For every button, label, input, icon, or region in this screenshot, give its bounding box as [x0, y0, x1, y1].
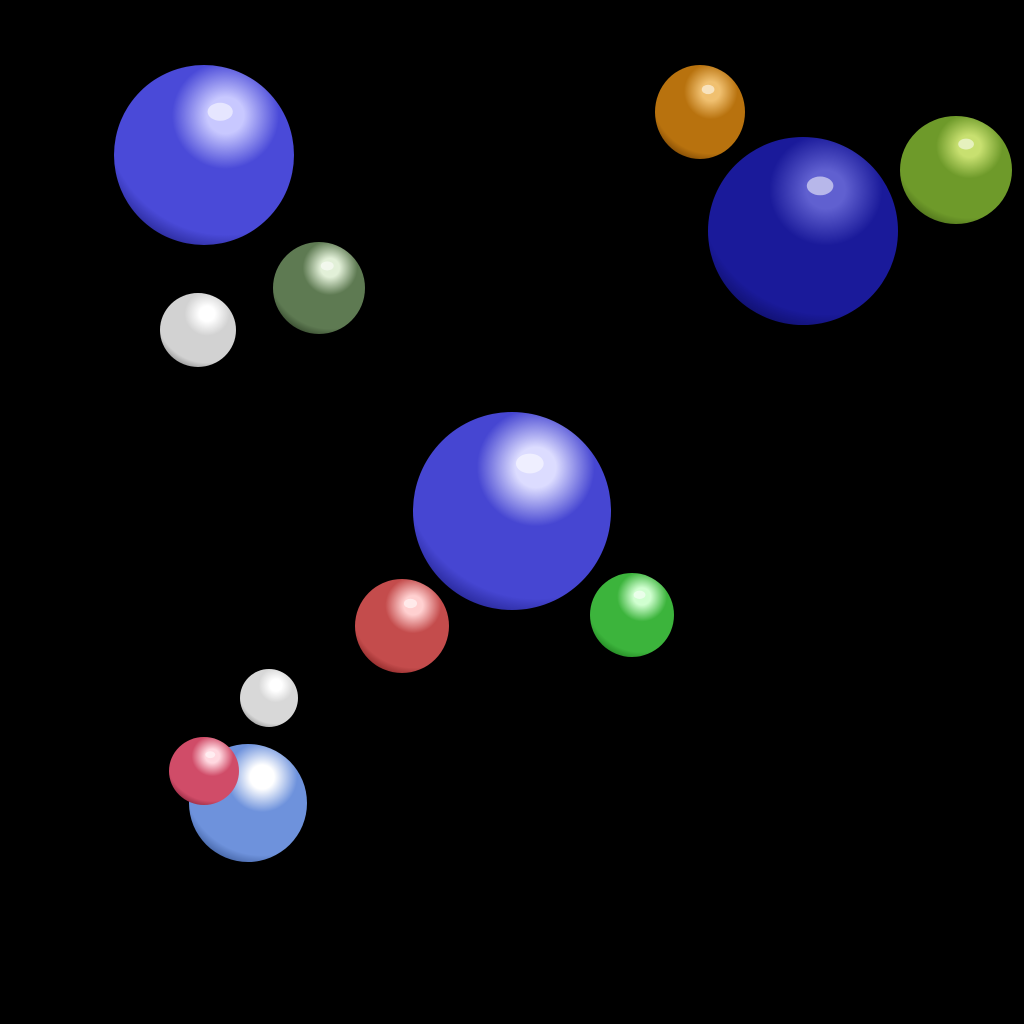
sphere-green-bright-highlight: [633, 590, 646, 600]
sphere-navy-large: [708, 137, 898, 325]
sphere-white-top: [160, 293, 236, 367]
sphere-blue-large-top-left: [114, 65, 294, 245]
sphere-blue-center-highlight: [515, 453, 544, 474]
sphere-green-dark-highlight: [320, 261, 334, 271]
sphere-light-blue-highlight: [250, 768, 267, 781]
sphere-green-bright: [590, 573, 674, 657]
sphere-white-small: [240, 669, 298, 727]
sphere-red: [355, 579, 449, 673]
sphere-pink-red: [169, 737, 239, 805]
sphere-pink-red-highlight: [205, 751, 216, 759]
sphere-orange: [655, 65, 745, 159]
sphere-red-highlight: [403, 598, 418, 609]
sphere-green-dark: [273, 242, 365, 334]
sphere-white-top-highlight: [199, 308, 211, 316]
sphere-navy-large-highlight: [806, 176, 834, 196]
spheres-layer: [114, 65, 1012, 862]
sphere-orange-highlight: [701, 84, 715, 95]
sphere-blue-large-top-left-highlight: [207, 102, 233, 121]
sphere-olive-green-highlight: [958, 138, 974, 150]
sphere-olive-green: [900, 116, 1012, 224]
sphere-blue-center: [413, 412, 611, 610]
sphere-white-small-highlight: [270, 681, 279, 688]
